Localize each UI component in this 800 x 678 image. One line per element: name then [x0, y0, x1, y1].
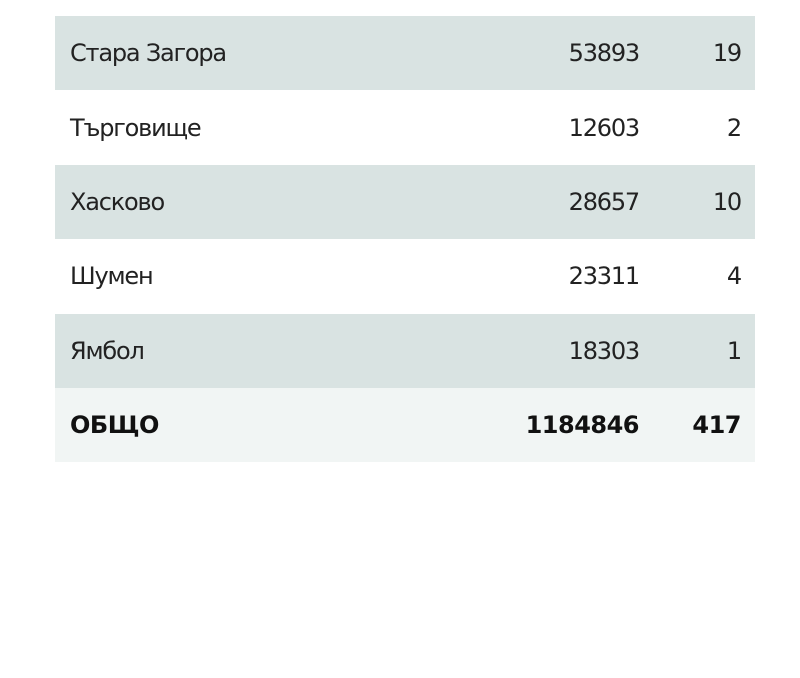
value-cell: 12603	[568, 113, 641, 142]
table-row: Стара Загора 53893 19	[55, 16, 755, 91]
table-row: Шумен 23311 4	[55, 239, 755, 313]
value-cell: 23311	[568, 262, 641, 291]
table-row: Ямбол 18303 1	[55, 313, 755, 388]
count-cell: 4	[726, 262, 742, 291]
region-name: Хасково	[70, 187, 165, 216]
total-value: 1184846	[525, 411, 640, 440]
table-row: Търговище 12603 2	[55, 90, 755, 164]
count-cell: 10	[712, 187, 742, 216]
total-label: ОБЩО	[70, 411, 159, 440]
table-row: Хасково 28657 10	[55, 164, 755, 240]
region-name: Търговище	[70, 113, 202, 142]
total-row: ОБЩО 1184846 417	[55, 387, 755, 463]
count-cell: 19	[712, 39, 742, 68]
region-name: Ямбол	[70, 336, 145, 365]
results-table: Стара Загора 53893 19 Търговище 12603 2 Хаск…	[55, 16, 755, 463]
value-cell: 28657	[568, 187, 641, 216]
value-cell: 53893	[568, 39, 641, 68]
value-cell: 18303	[568, 336, 641, 365]
region-name: Стара Загора	[70, 39, 227, 68]
total-count: 417	[692, 411, 741, 440]
region-name: Шумен	[70, 262, 154, 291]
count-cell: 2	[726, 113, 742, 142]
count-cell: 1	[726, 336, 742, 365]
